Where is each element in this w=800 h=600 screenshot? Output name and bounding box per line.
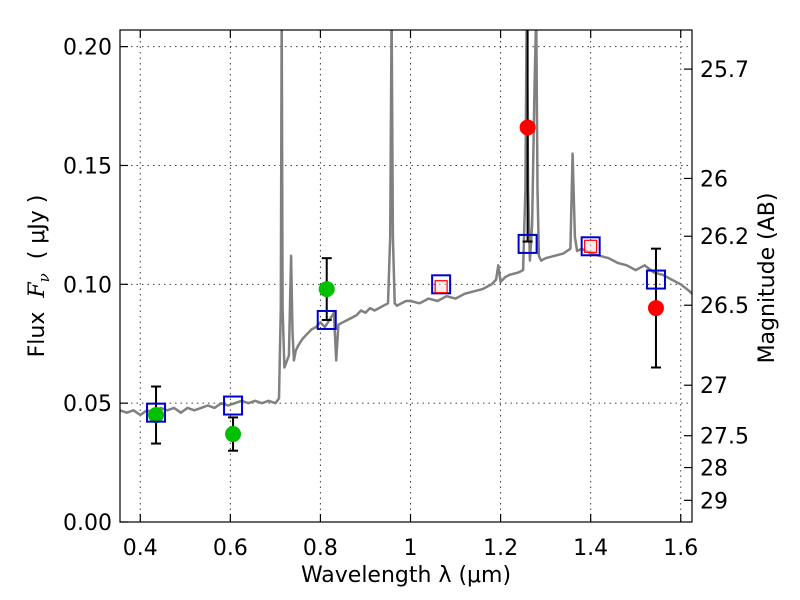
upper-limit-box bbox=[584, 239, 598, 253]
magnitude-axis: 25.7 26 26.2 26.5 27 27.5 28 29 bbox=[684, 58, 749, 514]
y-axis-label-prefix: Flux bbox=[25, 298, 50, 358]
model-photometry-box bbox=[316, 309, 337, 330]
model-photometry-box bbox=[645, 269, 666, 290]
x-axis-label: Wavelength λ (μm) bbox=[301, 563, 511, 588]
y-tick-label: 0.15 bbox=[63, 154, 112, 179]
magnitude-tick-label: 25.7 bbox=[700, 58, 749, 83]
data-point bbox=[318, 281, 335, 298]
x-tick-label: 0.8 bbox=[303, 536, 338, 561]
y-tick-label: 0.05 bbox=[63, 392, 112, 417]
x-tick-label: 1.2 bbox=[483, 536, 518, 561]
magnitude-tick-label: 29 bbox=[700, 489, 728, 514]
y-axis: 0.00 0.05 0.10 0.15 0.20 bbox=[63, 36, 128, 536]
magnitude-tick-label: 28 bbox=[700, 457, 728, 482]
model-photometry-box bbox=[223, 395, 244, 416]
data-point bbox=[519, 119, 536, 136]
plot-frame bbox=[119, 29, 693, 523]
magnitude-tick-label: 27.5 bbox=[700, 425, 749, 450]
model-photometry-box bbox=[431, 274, 452, 295]
errorbar-layer bbox=[151, 30, 661, 452]
data-point bbox=[647, 300, 664, 317]
data-point bbox=[148, 407, 165, 424]
y-axis-label: Flux Fν ( μJy ) bbox=[25, 195, 53, 358]
y-axis-label-symbol: F bbox=[25, 282, 50, 299]
magnitude-tick-label: 26.2 bbox=[700, 225, 749, 250]
model-photometry-box bbox=[580, 236, 601, 257]
magnitude-tick-label: 26 bbox=[700, 167, 728, 192]
model-spectrum-line bbox=[120, 30, 692, 417]
magnitude-axis-label: Magnitude (AB) bbox=[755, 193, 780, 364]
model-photometry-box bbox=[517, 233, 538, 254]
marker-layer bbox=[146, 119, 666, 443]
y-axis-label-subscript: ν bbox=[35, 273, 53, 282]
y-axis-label-unit: ( μJy ) bbox=[25, 195, 50, 274]
model-photometry-box bbox=[146, 402, 167, 423]
x-tick-label: 0.6 bbox=[213, 536, 248, 561]
y-tick-label: 0.20 bbox=[63, 36, 112, 61]
upper-limit-box bbox=[434, 280, 448, 294]
x-tick-label: 1.6 bbox=[663, 536, 698, 561]
x-tick-label: 1 bbox=[404, 536, 418, 561]
y-tick-label: 0.00 bbox=[63, 511, 112, 536]
x-tick-label: 1.4 bbox=[573, 536, 608, 561]
x-tick-label: 0.4 bbox=[123, 536, 158, 561]
data-point bbox=[225, 426, 242, 443]
plot-area bbox=[120, 30, 692, 452]
magnitude-tick-label: 27 bbox=[700, 374, 728, 399]
y-tick-label: 0.10 bbox=[63, 273, 112, 298]
grid-layer bbox=[120, 30, 692, 523]
x-axis: 0.4 0.6 0.8 1 1.2 1.4 1.6 bbox=[123, 30, 698, 561]
magnitude-tick-label: 26.5 bbox=[700, 294, 749, 319]
